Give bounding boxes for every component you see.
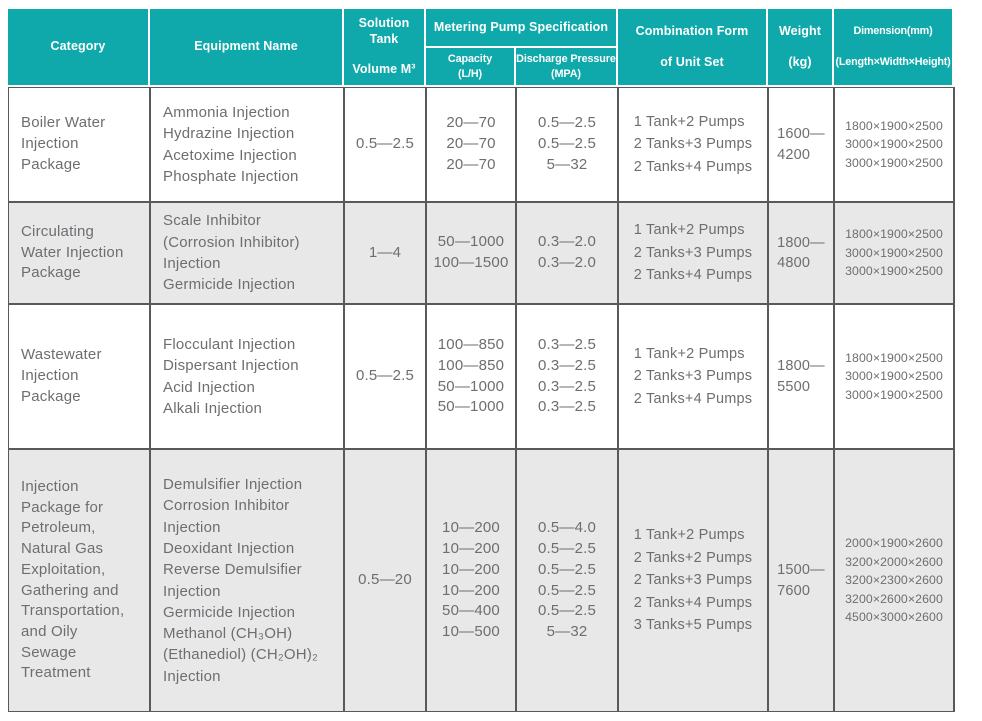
dimensions-text: 1800×1900×2500 3000×1900×2500 3000×1900×… (845, 227, 943, 279)
combination-text: 1 Tank+2 Pumps 2 Tanks+3 Pumps 2 Tanks+4… (633, 222, 753, 284)
header-dimension-line2: (Length×Width×Height) (835, 55, 951, 68)
equipment-specification-table: Category Equipment Name Solution Tank Vo… (8, 9, 955, 712)
cell-combination-row3: 1 Tank+2 Pumps 2 Tanks+3 Pumps 2 Tanks+4… (619, 305, 767, 448)
dimensions-text: 1800×1900×2500 3000×1900×2500 3000×1900×… (845, 118, 943, 170)
weight-text: 1800— 5500 (777, 358, 825, 395)
cell-tank-volume-row3: 0.5—2.5 (345, 305, 425, 448)
tank-volume-text: 0.5—2.5 (355, 135, 415, 153)
discharge-text: 0.3—2.5 0.3—2.5 0.3—2.5 0.3—2.5 (537, 336, 597, 416)
tank-volume-text: 1—4 (368, 243, 402, 261)
cell-weight-row4: 1500— 7600 (769, 450, 833, 711)
combination-text: 1 Tank+2 Pumps 2 Tanks+3 Pumps 2 Tanks+4… (633, 345, 753, 407)
capacity-text: 20—70 20—70 20—70 (446, 114, 496, 173)
header-capacity-line1: Capacity (447, 52, 493, 65)
cell-dimensions-row2: 1800×1900×2500 3000×1900×2500 3000×1900×… (835, 203, 953, 303)
equipment-text: Scale Inhibitor (Corrosion Inhibitor) In… (163, 212, 300, 294)
discharge-text: 0.3—2.0 0.3—2.0 (537, 233, 597, 271)
cell-dimensions-row3: 1800×1900×2500 3000×1900×2500 3000×1900×… (835, 305, 953, 448)
cell-category-row3: Wastewater Injection Package (9, 305, 149, 448)
category-text: Injection Package for Petroleum, Natural… (21, 478, 125, 682)
weight-text: 1800— 4800 (777, 234, 825, 271)
header-solution-tank-volume: Solution Tank Volume M³ (344, 9, 424, 85)
header-equipment-label: Equipment Name (194, 39, 298, 54)
capacity-text: 100—850 100—850 50—1000 50—1000 (437, 336, 505, 416)
header-category-label: Category (50, 39, 106, 54)
cell-dimensions-row1: 1800×1900×2500 3000×1900×2500 3000×1900×… (835, 88, 953, 201)
cell-equipment-row3: Flocculant Injection Dispersant Injectio… (151, 305, 343, 448)
dimensions-text: 1800×1900×2500 3000×1900×2500 3000×1900×… (845, 350, 943, 402)
equipment-text: Ammonia Injection Hydrazine Injection Ac… (163, 103, 299, 185)
capacity-text: 50—1000 100—1500 (433, 233, 509, 271)
cell-capacity-row1: 20—70 20—70 20—70 (427, 88, 515, 201)
category-text: Boiler Water Injection Package (21, 114, 106, 173)
discharge-text: 0.5—4.0 0.5—2.5 0.5—2.5 0.5—2.5 0.5—2.5 … (537, 519, 597, 640)
header-combination-form: Combination Form of Unit Set (618, 9, 766, 85)
discharge-text: 0.5—2.5 0.5—2.5 5—32 (537, 114, 597, 173)
header-weight-line2: (kg) (788, 54, 812, 69)
equipment-text: Demulsifier Injection Corrosion Inhibito… (163, 476, 319, 685)
cell-combination-row2: 1 Tank+2 Pumps 2 Tanks+3 Pumps 2 Tanks+4… (619, 203, 767, 303)
table-header: Category Equipment Name Solution Tank Vo… (8, 9, 955, 85)
cell-discharge-row2: 0.3—2.0 0.3—2.0 (517, 203, 617, 303)
weight-text: 1600— 4200 (777, 126, 825, 163)
dimensions-text: 2000×1900×2600 3200×2000×2600 3200×2300×… (845, 536, 943, 625)
cell-weight-row2: 1800— 4800 (769, 203, 833, 303)
cell-discharge-row3: 0.3—2.5 0.3—2.5 0.3—2.5 0.3—2.5 (517, 305, 617, 448)
cell-equipment-row4: Demulsifier Injection Corrosion Inhibito… (151, 450, 343, 711)
header-metering-label: Metering Pump Specification (433, 19, 609, 34)
header-weight-line1: Weight (778, 23, 822, 38)
category-text: Circulating Water Injection Package (21, 222, 124, 282)
cell-weight-row3: 1800— 5500 (769, 305, 833, 448)
cell-tank-volume-row1: 0.5—2.5 (345, 88, 425, 201)
capacity-text: 10—200 10—200 10—200 10—200 50—400 10—50… (442, 519, 500, 640)
cell-capacity-row4: 10—200 10—200 10—200 10—200 50—400 10—50… (427, 450, 515, 711)
tank-volume-text: 0.5—20 (358, 571, 412, 589)
cell-capacity-row2: 50—1000 100—1500 (427, 203, 515, 303)
combination-text: 1 Tank+2 Pumps 2 Tanks+2 Pumps 2 Tanks+3… (633, 527, 753, 634)
cell-capacity-row3: 100—850 100—850 50—1000 50—1000 (427, 305, 515, 448)
header-combination-line1: Combination Form (635, 23, 749, 38)
cell-category-row1: Boiler Water Injection Package (9, 88, 149, 201)
cell-category-row2: Circulating Water Injection Package (9, 203, 149, 303)
header-weight: Weight (kg) (768, 9, 832, 85)
header-equipment-name: Equipment Name (150, 9, 342, 85)
cell-dimensions-row4: 2000×1900×2600 3200×2000×2600 3200×2300×… (835, 450, 953, 711)
header-metering-pump-specification: Metering Pump Specification (426, 9, 616, 46)
cell-equipment-row2: Scale Inhibitor (Corrosion Inhibitor) In… (151, 203, 343, 303)
header-category: Category (8, 9, 148, 85)
header-dimension-line1: Dimension(mm) (853, 25, 933, 38)
combination-text: 1 Tank+2 Pumps 2 Tanks+3 Pumps 2 Tanks+4… (633, 113, 753, 175)
header-solution-tank-line2: Volume M³ (352, 62, 416, 77)
header-discharge-pressure: Discharge Pressure (MPA) (516, 48, 616, 85)
cell-equipment-row1: Ammonia Injection Hydrazine Injection Ac… (151, 88, 343, 201)
cell-combination-row4: 1 Tank+2 Pumps 2 Tanks+2 Pumps 2 Tanks+3… (619, 450, 767, 711)
cell-discharge-row4: 0.5—4.0 0.5—2.5 0.5—2.5 0.5—2.5 0.5—2.5 … (517, 450, 617, 711)
equipment-text: Flocculant Injection Dispersant Injectio… (163, 335, 299, 417)
header-discharge-line2: (MPA) (551, 67, 581, 80)
cell-tank-volume-row2: 1—4 (345, 203, 425, 303)
cell-weight-row1: 1600— 4200 (769, 88, 833, 201)
cell-combination-row1: 1 Tank+2 Pumps 2 Tanks+3 Pumps 2 Tanks+4… (619, 88, 767, 201)
weight-text: 1500— 7600 (777, 562, 825, 599)
tank-volume-text: 0.5—2.5 (355, 367, 415, 385)
category-text: Wastewater Injection Package (21, 346, 102, 405)
header-combination-line2: of Unit Set (660, 54, 724, 69)
header-capacity: Capacity (L/H) (426, 48, 514, 85)
cell-category-row4: Injection Package for Petroleum, Natural… (9, 450, 149, 711)
cell-discharge-row1: 0.5—2.5 0.5—2.5 5—32 (517, 88, 617, 201)
cell-tank-volume-row4: 0.5—20 (345, 450, 425, 711)
header-discharge-line1: Discharge Pressure (516, 52, 616, 65)
table-body: Boiler Water Injection Package Ammonia I… (8, 87, 955, 712)
header-capacity-line2: (L/H) (457, 67, 483, 80)
header-dimension: Dimension(mm) (Length×Width×Height) (834, 9, 952, 85)
header-solution-tank-line1: Solution Tank (358, 16, 410, 46)
